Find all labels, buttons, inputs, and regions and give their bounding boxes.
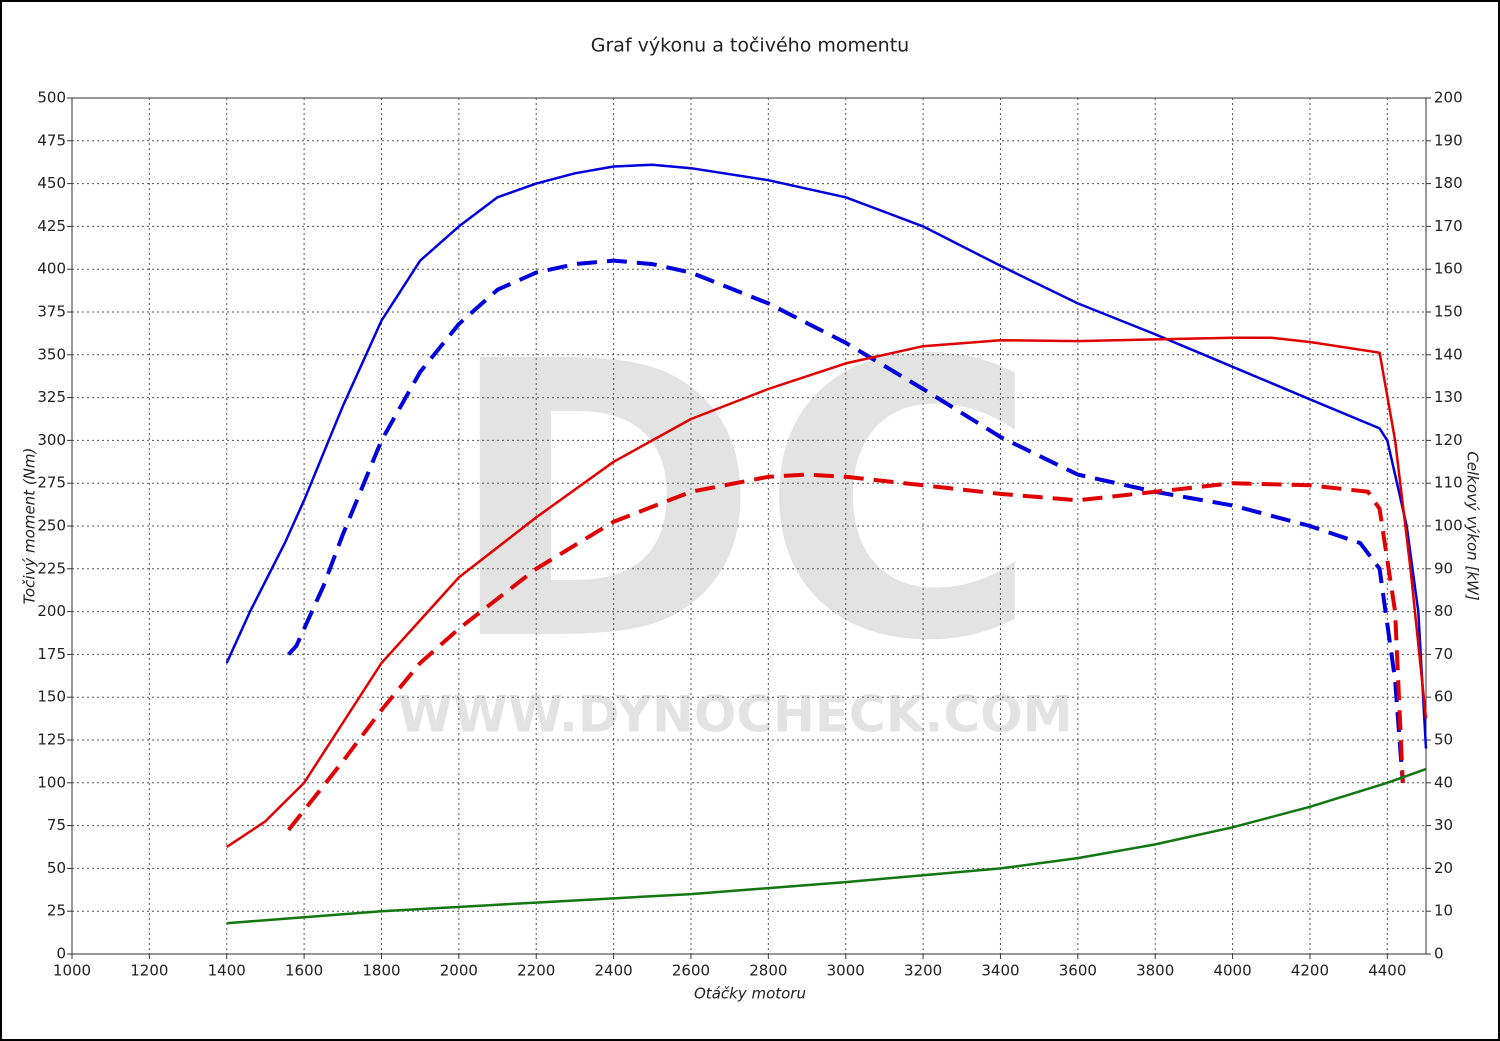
y2-tick-label: 110 (1434, 474, 1463, 492)
y-tick-label: 125 (37, 731, 66, 749)
y-tick-label: 75 (47, 816, 66, 834)
y2-tick-label: 180 (1434, 174, 1463, 192)
y-tick-label: 350 (37, 345, 66, 363)
y-tick-label: 100 (37, 773, 66, 791)
y2-tick-label: 140 (1434, 345, 1463, 363)
y-tick-label: 50 (47, 859, 66, 877)
x-tick-label: 4400 (1368, 962, 1406, 980)
y-tick-label: 325 (37, 388, 66, 406)
y2-tick-label: 0 (1434, 945, 1444, 963)
y2-tick-label: 10 (1434, 902, 1453, 920)
y-tick-label: 200 (37, 602, 66, 620)
y2-tick-label: 80 (1434, 602, 1453, 620)
y-tick-label: 300 (37, 431, 66, 449)
y2-tick-label: 50 (1434, 731, 1453, 749)
x-tick-label: 1800 (362, 962, 400, 980)
y2-tick-label: 200 (1434, 89, 1463, 107)
y2-tick-label: 120 (1434, 431, 1463, 449)
x-tick-label: 1600 (285, 962, 323, 980)
y2-tick-label: 160 (1434, 260, 1463, 278)
series-line (287, 472, 1405, 832)
x-tick-label: 2800 (749, 962, 787, 980)
y2-tick-label: 170 (1434, 217, 1463, 235)
y2-axis-label: Celkový výkon [kW] (1464, 451, 1482, 601)
x-axis-label: Otáčky motoru (694, 985, 806, 1003)
y2-tick-label: 150 (1434, 303, 1463, 321)
y-tick-label: 0 (56, 945, 66, 963)
y-tick-label: 275 (37, 474, 66, 492)
y-tick-label: 450 (37, 174, 66, 192)
y2-tick-label: 60 (1434, 688, 1453, 706)
y-tick-label: 150 (37, 688, 66, 706)
x-tick-label: 4200 (1291, 962, 1329, 980)
y-tick-label: 225 (37, 559, 66, 577)
x-tick-label: 2200 (517, 962, 555, 980)
y2-tick-label: 40 (1434, 773, 1453, 791)
x-tick-label: 3400 (981, 962, 1019, 980)
y-tick-label: 175 (37, 645, 66, 663)
y-tick-label: 375 (37, 303, 66, 321)
y-tick-label: 400 (37, 260, 66, 278)
x-tick-label: 2400 (595, 962, 633, 980)
x-tick-label: 4000 (1213, 962, 1251, 980)
watermark: DC (445, 281, 1039, 724)
y-tick-label: 250 (37, 517, 66, 535)
series-line (225, 163, 1428, 749)
y2-tick-label: 190 (1434, 131, 1463, 149)
x-tick-label: 3800 (1136, 962, 1174, 980)
series-line (226, 336, 1428, 849)
x-tick-label: 2600 (672, 962, 710, 980)
y-axis-label: Točivý moment (Nm) (21, 448, 39, 605)
x-tick-label: 1000 (53, 962, 91, 980)
y2-tick-label: 90 (1434, 559, 1453, 577)
y-tick-label: 500 (37, 89, 66, 107)
y2-tick-label: 130 (1434, 388, 1463, 406)
x-tick-label: 1400 (208, 962, 246, 980)
x-tick-label: 1200 (130, 962, 168, 980)
y2-tick-label: 100 (1434, 517, 1463, 535)
series-line (226, 767, 1427, 925)
x-tick-label: 2000 (440, 962, 478, 980)
y2-tick-label: 20 (1434, 859, 1453, 877)
chart-title: Graf výkonu a točivého momentu (591, 35, 909, 57)
x-tick-label: 3600 (1059, 962, 1097, 980)
y-tick-label: 425 (37, 217, 66, 235)
y2-tick-label: 70 (1434, 645, 1453, 663)
y-tick-label: 475 (37, 131, 66, 149)
x-tick-label: 3000 (827, 962, 865, 980)
series-line (287, 258, 1405, 783)
y-tick-label: 25 (47, 902, 66, 920)
watermark-url: WWW.DYNOCHECK.COM (398, 686, 1073, 744)
x-tick-label: 3200 (904, 962, 942, 980)
plot-border (71, 97, 1427, 955)
y2-tick-label: 30 (1434, 816, 1453, 834)
